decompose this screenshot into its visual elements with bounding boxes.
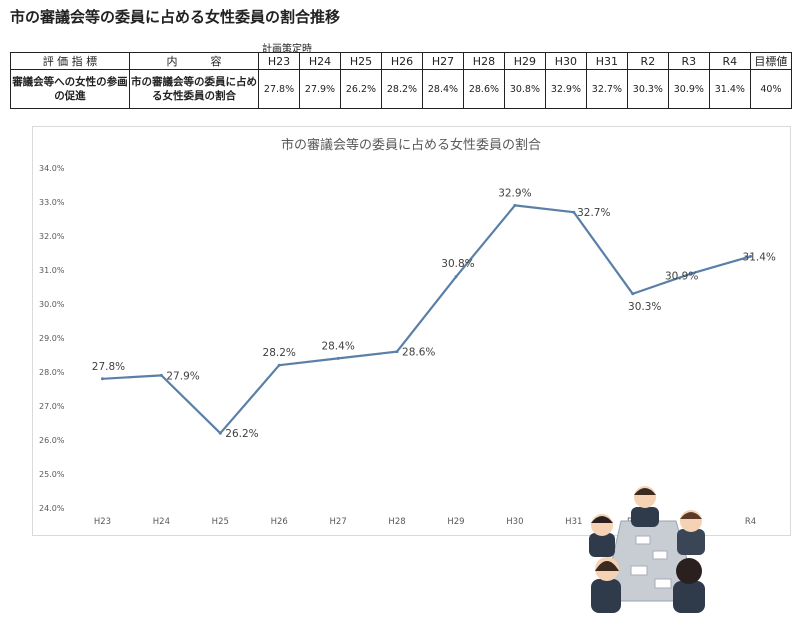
data-table: 評 価 指 標 内 容 H23 H24 H25 H26 H27 H28 H29 … (10, 52, 793, 109)
content-cell: 市の審議会等の委員に占める女性委員の割合 (128, 69, 260, 109)
meeting-illustration (589, 486, 705, 613)
value-cell: 30.3% (626, 69, 669, 109)
x-tick-label: H26 (271, 517, 288, 527)
y-tick-label: 26.0% (39, 436, 65, 445)
data-point (631, 292, 635, 296)
y-tick-label: 28.0% (39, 368, 65, 377)
header-cell: H29 (503, 52, 546, 70)
header-cell: R3 (667, 52, 710, 70)
data-point (749, 254, 753, 258)
chart-frame: 市の審議会等の委員に占める女性委員の割合 24.0% 25.0% 26.0% 27.0… (32, 126, 791, 613)
y-tick-label: 33.0% (39, 198, 65, 207)
value-cell: 32.7% (585, 69, 628, 109)
data-label: 30.3% (628, 301, 661, 313)
value-cell: 30.8% (503, 69, 546, 109)
data-point (100, 377, 104, 381)
header-cell: 内 容 (128, 52, 260, 70)
y-tick-label: 24.0% (39, 504, 65, 513)
series-line (102, 204, 751, 435)
value-cell: 30.9% (667, 69, 710, 109)
data-label: 28.2% (263, 347, 296, 359)
header-cell: H31 (585, 52, 628, 70)
data-label: 28.6% (402, 347, 435, 359)
page-title: 市の審議会等の委員に占める女性委員の割合推移 (10, 8, 341, 26)
data-label: 27.8% (92, 361, 125, 373)
x-tick-label: H31 (565, 517, 582, 527)
data-label: 32.7% (577, 207, 610, 219)
table-row: 審議会等への女性の参画の促進 市の審議会等の委員に占める女性委員の割合 27.8… (10, 69, 793, 109)
y-tick-label: 25.0% (39, 470, 65, 479)
x-tick-label: H29 (447, 517, 464, 527)
value-cell: 26.2% (340, 69, 382, 109)
x-tick-label: H24 (153, 517, 170, 527)
y-tick-label: 27.0% (39, 402, 65, 411)
value-cell: 28.2% (380, 69, 423, 109)
data-label: 31.4% (743, 251, 776, 263)
header-cell: H24 (299, 52, 341, 70)
y-tick-label: 32.0% (39, 232, 65, 241)
data-point (454, 275, 458, 279)
data-label: 30.8% (441, 258, 474, 270)
x-tick-label: H25 (212, 517, 229, 527)
data-label: 32.9% (498, 187, 531, 199)
header-cell: R2 (626, 52, 669, 70)
header-cell: R4 (708, 52, 751, 70)
y-tick-label: 34.0% (39, 164, 65, 173)
indicator-cell: 審議会等への女性の参画の促進 (10, 69, 130, 109)
value-cell: 28.4% (421, 69, 464, 109)
x-tick-label: R4 (745, 517, 756, 527)
data-point (513, 203, 517, 207)
value-cell: 31.4% (708, 69, 751, 109)
value-cell: 27.8% (258, 69, 301, 109)
data-label: 30.9% (665, 270, 698, 282)
data-point (159, 373, 163, 377)
value-cell: 32.9% (544, 69, 587, 109)
data-point (395, 350, 399, 354)
data-label: 26.2% (225, 428, 258, 440)
y-tick-label: 31.0% (39, 266, 65, 275)
plan-label: 計画策定時 (262, 44, 312, 55)
data-point (277, 363, 281, 367)
header-cell: 目標値 (749, 52, 793, 70)
data-label: 27.9% (166, 370, 199, 382)
line-chart: 市の審議会等の委員に占める女性委員の割合 24.0% 25.0% 26.0% 27.0… (39, 137, 776, 527)
header-cell: H30 (544, 52, 587, 70)
target-value-cell: 40% (749, 69, 793, 109)
data-point (218, 431, 222, 435)
y-tick-label: 29.0% (39, 334, 65, 343)
value-cell: 28.6% (462, 69, 505, 109)
header-cell: H28 (462, 52, 505, 70)
data-point (572, 210, 576, 214)
header-cell: H26 (380, 52, 423, 70)
x-tick-label: H23 (94, 517, 111, 527)
x-tick-label: H28 (388, 517, 405, 527)
header-cell: 評 価 指 標 (10, 52, 130, 70)
chart-title: 市の審議会等の委員に占める女性委員の割合 (281, 137, 541, 153)
x-tick-label: H30 (506, 517, 523, 527)
header-cell: H25 (340, 52, 382, 70)
value-cell: 27.9% (299, 69, 341, 109)
data-label: 28.4% (321, 340, 354, 352)
table-header-row: 評 価 指 標 内 容 H23 H24 H25 H26 H27 H28 H29 … (10, 52, 793, 70)
data-point (690, 271, 694, 275)
y-tick-label: 30.0% (39, 300, 65, 309)
data-point (336, 356, 340, 360)
header-cell: H23 (258, 52, 301, 70)
x-tick-label: H27 (330, 517, 347, 527)
header-cell: H27 (421, 52, 464, 70)
